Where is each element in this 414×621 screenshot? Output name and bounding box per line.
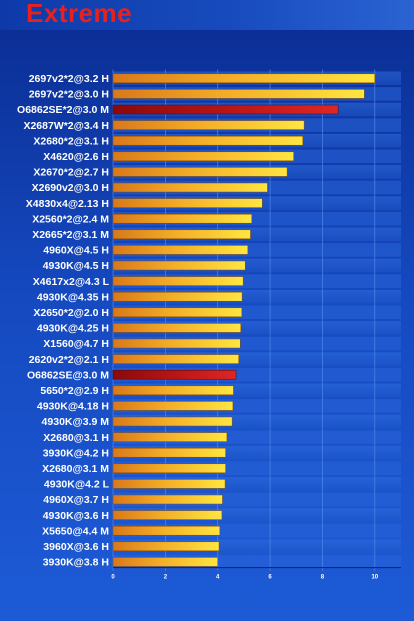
x-axis-line — [113, 567, 401, 569]
x-tick-labels: 0 2 4 6 8 10 — [111, 575, 378, 581]
x-tick-label: 4 — [216, 575, 220, 581]
bar-highlight — [112, 369, 237, 380]
category-label: 2697v2*2@3.0 H — [29, 89, 109, 101]
category-label: X2690v2@3.0 H — [32, 182, 109, 194]
category-label: X4617x2@4.3 L — [33, 276, 110, 288]
x-tick-label: 10 — [371, 575, 378, 581]
bar — [112, 213, 253, 224]
category-label: 3930K@3.8 H — [43, 557, 109, 569]
bar — [112, 338, 241, 349]
category-label: X2687W*2@3.4 H — [23, 120, 109, 132]
bar — [112, 229, 251, 240]
bar — [112, 167, 288, 177]
bar — [112, 447, 226, 458]
category-label: X2665*2@3.1 M — [32, 229, 109, 241]
category-label: 4930K@4.18 H — [37, 401, 109, 413]
bar — [112, 525, 221, 536]
category-label: 4960X@4.5 H — [43, 245, 109, 257]
category-label: X4830x4@2.13 H — [26, 198, 109, 210]
x-tick-label: 8 — [321, 575, 325, 581]
bar — [112, 260, 246, 271]
bar — [112, 401, 234, 411]
category-label: 4930K@4.2 L — [44, 479, 110, 491]
bar — [112, 416, 233, 427]
category-label: 5650*2@2.9 H — [40, 385, 109, 397]
category-label: 3960X@3.6 H — [43, 541, 109, 553]
bar — [112, 120, 305, 130]
category-label: 4930K@3.9 M — [42, 416, 110, 428]
category-label: X2650*2@2.0 H — [33, 307, 109, 319]
category-label: 4960X@3.7 H — [43, 494, 109, 506]
bar — [112, 541, 220, 552]
bar — [112, 323, 242, 333]
category-label: 4930K@3.6 H — [43, 510, 109, 522]
bar — [112, 198, 263, 208]
bar — [112, 510, 223, 520]
category-label: X5650@4.4 M — [42, 525, 109, 537]
bar — [112, 354, 239, 364]
bar — [112, 135, 304, 146]
bar-highlight — [112, 104, 339, 115]
category-label: 4930K@4.5 H — [43, 260, 109, 272]
bar — [112, 463, 226, 474]
category-label: X2680@3.1 H — [43, 432, 109, 444]
bar — [112, 307, 243, 318]
bars — [112, 73, 376, 567]
x-tick-label: 2 — [164, 575, 168, 581]
bar — [112, 557, 218, 567]
header-band — [0, 0, 414, 30]
category-labels: 2697v2*2@3.2 H 2697v2*2@3.0 H O6862SE*2@3.… — [17, 73, 110, 569]
category-label: O6862SE*2@3.0 M — [17, 104, 109, 116]
bar — [112, 494, 223, 505]
bar — [112, 182, 268, 193]
category-label: X2680@3.1 M — [42, 463, 109, 475]
x-tick-label: 0 — [111, 575, 115, 581]
category-label: X2560*2@2.4 M — [32, 213, 109, 225]
category-label: 3930K@4.2 H — [43, 447, 109, 459]
category-label: X4620@2.6 H — [43, 151, 109, 163]
category-label: X1560@4.7 H — [43, 338, 109, 350]
row-bands — [113, 71, 401, 569]
category-label: X2670*2@2.7 H — [33, 167, 109, 179]
bar — [112, 291, 243, 302]
category-label: X2680*2@3.1 H — [33, 135, 109, 147]
bar — [112, 89, 365, 99]
category-label: 4930K@4.35 H — [37, 291, 109, 303]
bar — [112, 385, 234, 396]
category-label: O6862SE@3.0 M — [27, 369, 109, 381]
bar — [112, 73, 376, 84]
bar — [112, 245, 249, 255]
bar — [112, 151, 294, 162]
bar — [112, 276, 244, 286]
category-label: 2697v2*2@3.2 H — [29, 73, 109, 85]
category-label: 2620v2*2@2.1 H — [29, 354, 109, 366]
bar — [112, 479, 226, 489]
bar — [112, 432, 228, 442]
category-label: 4930K@4.25 H — [37, 323, 109, 335]
chart-title: Extreme — [26, 0, 133, 28]
x-tick-label: 6 — [268, 575, 272, 581]
